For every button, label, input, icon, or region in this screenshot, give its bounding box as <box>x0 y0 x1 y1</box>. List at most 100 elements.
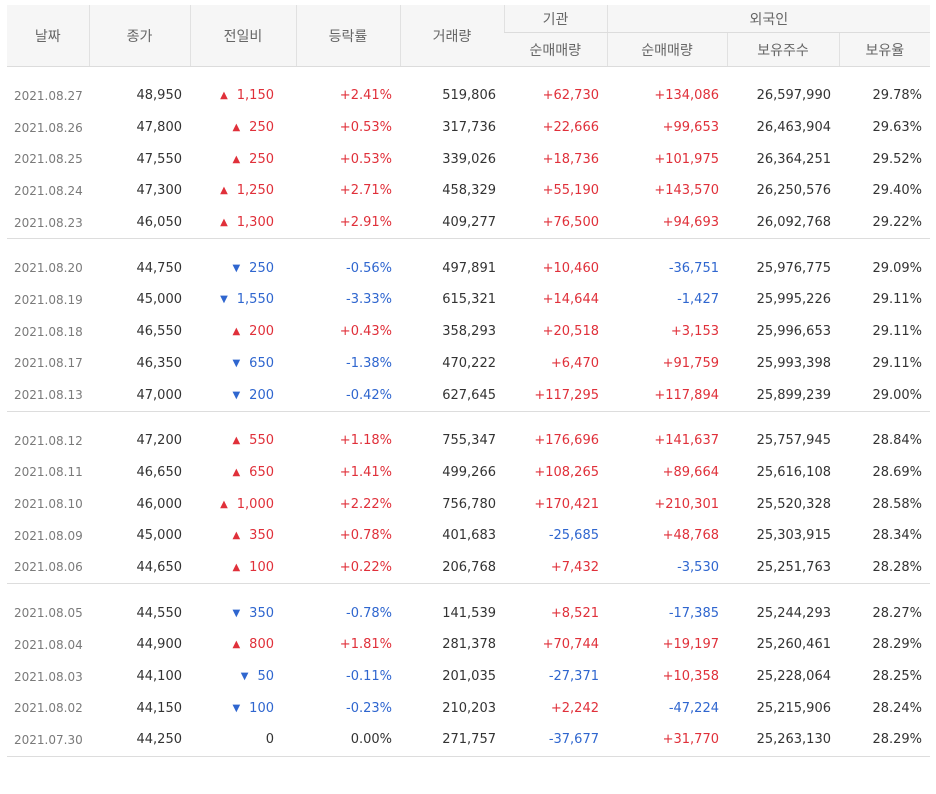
institution-net-cell: +2,242 <box>550 700 599 716</box>
institution-net-cell: -25,685 <box>548 528 599 544</box>
close-cell: 44,100 <box>136 669 183 685</box>
foreign-ratio-cell: 29.40% <box>872 183 923 199</box>
change-value: 250 <box>249 260 274 276</box>
table-body: 2021.08.27 48,950 ▲ 1,150 +2.41% 519,806 +62,7… <box>7 67 931 757</box>
change-value: 0 <box>265 732 274 748</box>
down-triangle-icon: ▼ <box>232 389 241 401</box>
volume-cell: 458,329 <box>442 183 496 199</box>
table-row: 2021.08.17 46,350 ▼ 650 -1.38% 470,222 +6,470 +… <box>7 348 930 380</box>
rate-cell: +0.78% <box>339 528 392 544</box>
header-rate: 등락률 <box>295 5 400 67</box>
change-value: 550 <box>249 433 274 449</box>
change-cell: ▼ 650 <box>190 348 296 380</box>
close-cell: 46,050 <box>136 215 183 231</box>
header-foreign-ratio: 보유율 <box>838 32 931 67</box>
change-value: 1,000 <box>236 496 274 512</box>
up-triangle-icon: ▲ <box>232 466 241 478</box>
volume-cell: 339,026 <box>442 151 496 167</box>
group-spacer <box>7 239 930 252</box>
change-value: 100 <box>249 700 274 716</box>
change-cell: ▼ 100 <box>190 692 296 724</box>
institution-net-cell: +117,295 <box>534 387 599 403</box>
volume-cell: 409,277 <box>442 215 496 231</box>
table-row: 2021.08.27 48,950 ▲ 1,150 +2.41% 519,806 +62,7… <box>7 80 930 112</box>
date-cell: 2021.08.23 <box>14 215 83 230</box>
institution-net-cell: +7,432 <box>550 559 599 575</box>
change-value: 1,550 <box>236 292 274 308</box>
foreign-ratio-cell: 29.09% <box>872 260 923 276</box>
header-institution: 기관 <box>503 5 607 33</box>
close-cell: 44,750 <box>136 260 183 276</box>
foreign-hold-cell: 25,263,130 <box>727 724 839 757</box>
up-triangle-icon: ▲ <box>232 530 241 542</box>
rate-cell: -0.23% <box>346 700 392 716</box>
rate-cell: +0.22% <box>339 559 392 575</box>
foreign-hold-cell: 26,597,990 <box>756 88 831 104</box>
volume-cell: 317,736 <box>442 120 496 136</box>
table-row: 2021.08.02 44,150 ▼ 100 -0.23% 210,203 +2,242 -… <box>7 692 930 724</box>
foreign-net-cell: -47,224 <box>668 700 719 716</box>
institution-net-cell: -27,371 <box>548 669 599 685</box>
rate-cell: -0.56% <box>346 260 392 276</box>
change-cell: ▲ 250 <box>190 143 296 175</box>
foreign-hold-cell: 26,092,768 <box>756 215 831 231</box>
rate-cell: +2.22% <box>339 496 392 512</box>
volume-cell: 401,683 <box>442 528 496 544</box>
date-cell: 2021.08.10 <box>14 497 83 512</box>
change-cell: ▲ 800 <box>190 629 296 661</box>
volume-cell: 206,768 <box>442 559 496 575</box>
change-cell: ▲ 250 <box>190 112 296 144</box>
close-cell: 44,250 <box>89 724 190 757</box>
close-cell: 44,900 <box>136 637 183 653</box>
table-row: 2021.08.04 44,900 ▲ 800 +1.81% 281,378 +70,744… <box>7 629 930 661</box>
foreign-ratio-cell: 29.11% <box>872 355 923 371</box>
date-cell: 2021.08.11 <box>14 465 83 480</box>
volume-cell: 519,806 <box>442 88 496 104</box>
group-spacer <box>7 584 930 597</box>
foreign-net-cell: +210,301 <box>654 496 719 512</box>
institution-net-cell: -37,677 <box>504 724 607 757</box>
close-cell: 44,550 <box>136 605 183 621</box>
change-cell: ▲ 100 <box>190 552 296 584</box>
table-row: 2021.08.23 46,050 ▲ 1,300 +2.91% 409,277 +76,5… <box>7 207 930 239</box>
group-separator <box>7 583 931 585</box>
group-separator <box>7 238 931 240</box>
foreign-ratio-cell: 28.25% <box>872 669 923 685</box>
institution-net-cell: +18,736 <box>542 151 599 167</box>
foreign-ratio-cell: 28.84% <box>872 433 923 449</box>
institution-net-cell: +20,518 <box>542 324 599 340</box>
change-cell: ▼ 1,550 <box>190 284 296 316</box>
up-triangle-icon: ▲ <box>232 326 241 338</box>
foreign-net-cell: +101,975 <box>654 151 719 167</box>
down-triangle-icon: ▼ <box>240 671 249 683</box>
foreign-hold-cell: 25,244,293 <box>756 605 831 621</box>
rate-cell: -3.33% <box>346 292 392 308</box>
down-triangle-icon: ▼ <box>232 607 241 619</box>
foreign-ratio-cell: 28.29% <box>839 724 931 757</box>
table-row: 2021.08.05 44,550 ▼ 350 -0.78% 141,539 +8,521 -… <box>7 597 930 629</box>
change-value: 50 <box>257 669 274 685</box>
institution-net-cell: +176,696 <box>534 433 599 449</box>
foreign-net-cell: +48,768 <box>662 528 719 544</box>
change-value: 1,300 <box>236 215 274 231</box>
date-cell: 2021.08.25 <box>14 152 83 167</box>
close-cell: 44,650 <box>136 559 183 575</box>
down-triangle-icon: ▼ <box>220 294 228 306</box>
change-cell: ▲ 1,000 <box>190 488 296 520</box>
change-cell: ▲ 1,250 <box>190 175 296 207</box>
rate-cell: +0.43% <box>339 324 392 340</box>
up-triangle-icon: ▲ <box>220 498 228 510</box>
rate-cell: -0.11% <box>346 669 392 685</box>
close-cell: 47,000 <box>136 387 183 403</box>
foreign-ratio-cell: 29.78% <box>872 88 923 104</box>
rate-cell: +0.53% <box>339 120 392 136</box>
foreign-hold-cell: 25,251,763 <box>756 559 831 575</box>
institution-net-cell: +62,730 <box>542 88 599 104</box>
close-cell: 44,150 <box>136 700 183 716</box>
group-spacer <box>7 412 930 425</box>
foreign-ratio-cell: 29.11% <box>872 324 923 340</box>
date-cell: 2021.08.12 <box>14 433 83 448</box>
date-cell: 2021.08.09 <box>14 528 83 543</box>
volume-cell: 756,780 <box>442 496 496 512</box>
up-triangle-icon: ▲ <box>220 185 228 197</box>
